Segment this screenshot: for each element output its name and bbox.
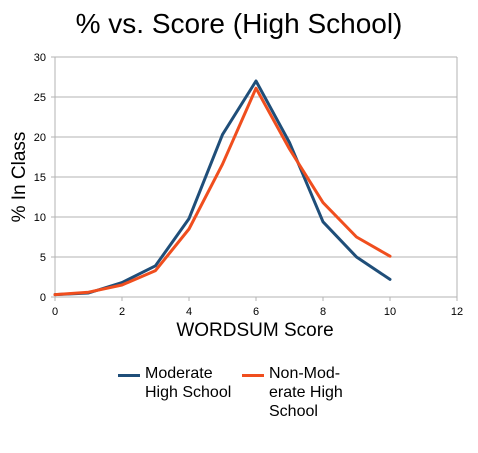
y-tick-labels: 0 5 10 15 20 25 30 xyxy=(34,52,46,304)
gridlines xyxy=(55,56,457,298)
legend: Moderate High School Non-Mod- erate High… xyxy=(118,364,458,444)
axes xyxy=(51,56,458,301)
x-axis-label: WORDSUM Score xyxy=(176,320,333,341)
x-tick-label: 6 xyxy=(253,306,259,318)
legend-swatch-non-moderate xyxy=(242,374,264,377)
x-tick-label: 2 xyxy=(119,306,125,318)
chart-title: % vs. Score (High School) xyxy=(75,8,403,39)
legend-label-non-moderate: Non-Mod- erate High School xyxy=(269,365,343,420)
x-tick-labels: 0 2 4 6 8 10 12 xyxy=(52,306,463,318)
legend-item-moderate: Moderate High School xyxy=(118,364,231,402)
y-tick-label: 15 xyxy=(34,172,46,184)
series-lines xyxy=(53,79,392,297)
x-tick-label: 12 xyxy=(451,306,463,318)
legend-label-moderate: Moderate High School xyxy=(145,365,232,401)
x-tick-label: 10 xyxy=(384,306,396,318)
series-line-moderate xyxy=(53,79,392,297)
x-tick-label: 0 xyxy=(52,306,58,318)
y-tick-label: 25 xyxy=(34,92,46,104)
y-tick-label: 30 xyxy=(34,52,46,64)
x-tick-label: 4 xyxy=(186,306,192,318)
y-tick-label: 5 xyxy=(40,252,46,264)
y-tick-label: 0 xyxy=(40,292,46,304)
series-line-non-moderate xyxy=(53,86,392,297)
y-tick-label: 20 xyxy=(34,132,46,144)
y-tick-label: 10 xyxy=(34,212,46,224)
x-tick-label: 8 xyxy=(320,306,326,318)
y-axis-label: % In Class xyxy=(9,132,30,223)
legend-item-non-moderate: Non-Mod- erate High School xyxy=(242,364,343,421)
legend-swatch-moderate xyxy=(118,374,140,377)
